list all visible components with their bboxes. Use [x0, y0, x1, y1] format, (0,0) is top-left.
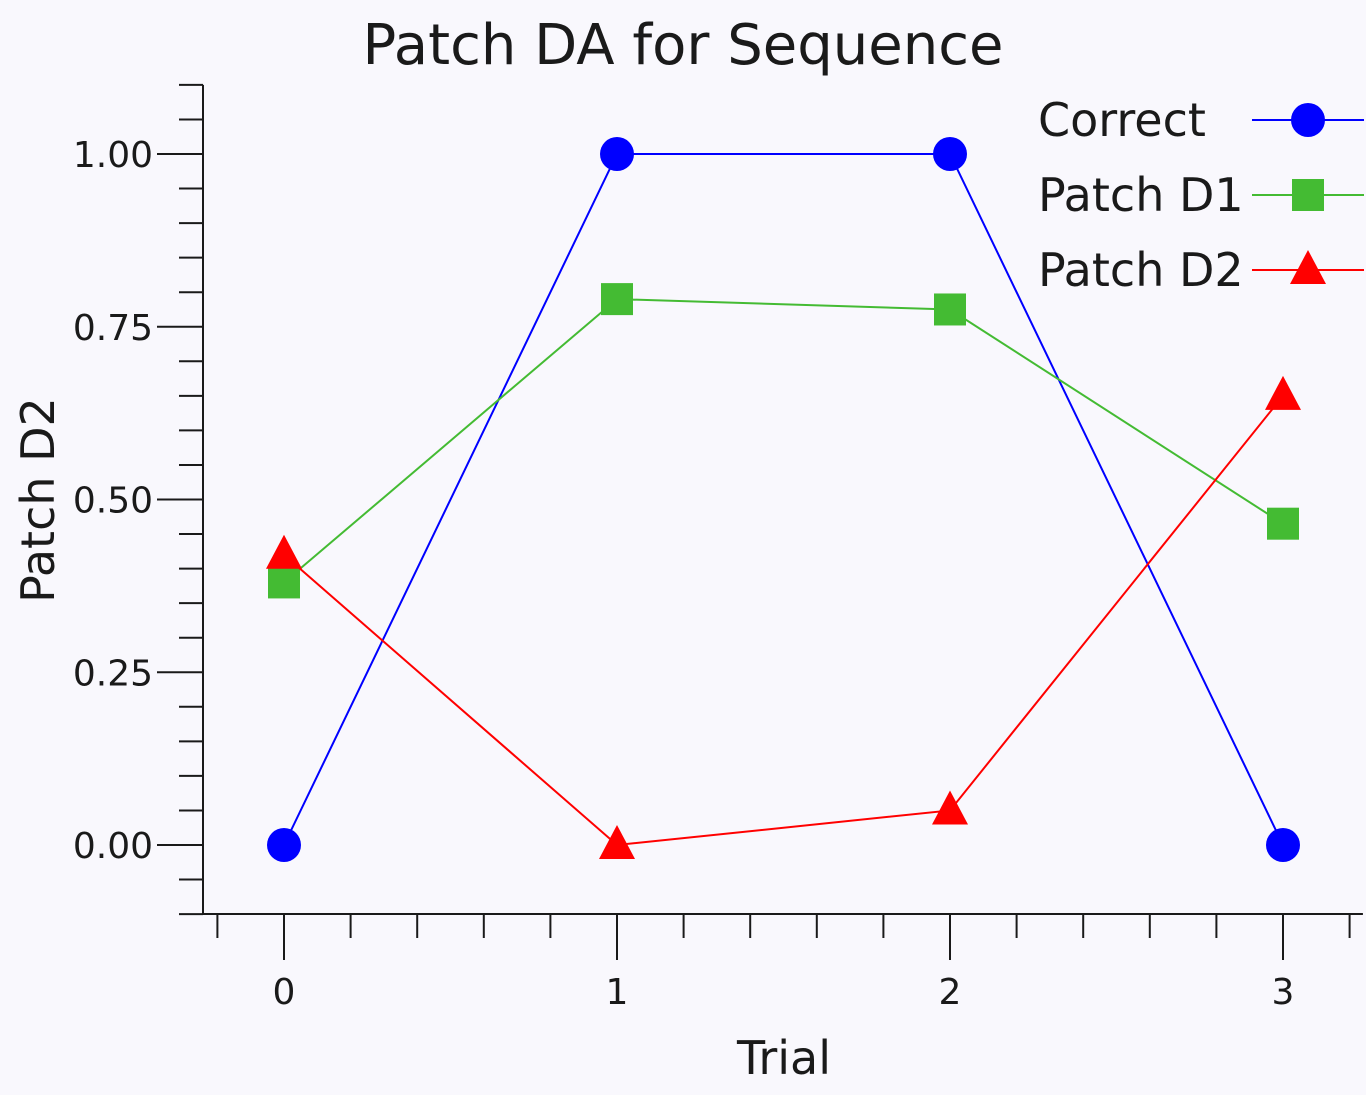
x-tick-label: 2	[939, 972, 962, 1013]
legend: Correct Patch D1 Patch D2	[1038, 93, 1364, 297]
data-point-patch-d1	[268, 566, 300, 599]
data-point-patch-d2	[1265, 375, 1301, 410]
x-axis-label: Trial	[736, 1031, 831, 1085]
x-tick-label: 3	[1272, 972, 1295, 1013]
series-patch-d1	[268, 283, 1299, 599]
data-point-patch-d2	[599, 825, 635, 859]
series-layer	[266, 137, 1301, 862]
data-point-patch-d2	[266, 534, 302, 569]
x-axis: 0 1 2 3	[203, 913, 1363, 1013]
y-tick-label: 0.75	[73, 308, 153, 349]
legend-marker-patch-d1	[1292, 179, 1324, 211]
series-correct	[267, 137, 1300, 862]
data-point-correct	[600, 137, 634, 171]
data-point-correct	[267, 828, 301, 862]
legend-marker-patch-d2	[1290, 250, 1326, 284]
series-line-patch-d2	[283, 395, 1284, 847]
y-tick-label: 0.50	[73, 481, 153, 522]
series-line-correct	[283, 153, 1284, 846]
data-point-patch-d1	[601, 283, 633, 316]
x-tick-label: 1	[606, 972, 629, 1013]
y-tick-label: 0.00	[73, 826, 153, 867]
legend-label-correct: Correct	[1038, 93, 1206, 147]
data-point-patch-d1	[934, 293, 966, 326]
x-tick-label: 0	[273, 972, 296, 1013]
legend-label-patch-d1: Patch D1	[1038, 168, 1244, 222]
data-point-patch-d2	[932, 790, 968, 825]
data-point-correct	[1266, 828, 1300, 862]
y-tick-label: 1.00	[73, 135, 153, 176]
y-axis: 0.00 0.25 0.50 0.75 1.00	[73, 83, 204, 916]
y-axis-label: Patch D2	[11, 397, 65, 603]
series-patch-d2	[266, 375, 1301, 859]
data-point-correct	[933, 137, 967, 171]
y-tick-label: 0.25	[73, 653, 153, 694]
data-point-patch-d1	[1267, 507, 1299, 540]
series-line-patch-d1	[283, 298, 1284, 584]
legend-marker-correct	[1291, 103, 1325, 137]
chart-title: Patch DA for Sequence	[363, 13, 1004, 78]
legend-label-patch-d2: Patch D2	[1038, 243, 1244, 297]
